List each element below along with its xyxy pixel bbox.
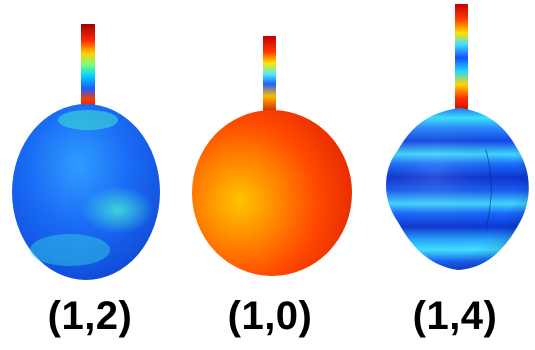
sphere-body-2	[192, 110, 352, 276]
mode-label-1-0: (1,0)	[227, 294, 313, 338]
stem-2	[263, 36, 276, 116]
stem-1	[81, 24, 95, 116]
sphere-lower-glow-1	[30, 234, 110, 266]
sphere-seam-3	[485, 149, 492, 231]
sphere-top-glow-1	[58, 110, 118, 130]
mode-shape-1-2	[12, 24, 160, 280]
mode-shape-1-4	[386, 4, 529, 270]
mode-label-1-4: (1,4)	[412, 294, 498, 338]
sphere-highlight-1	[82, 186, 154, 234]
mode-label-1-2: (1,2)	[47, 294, 133, 338]
sphere-body-1	[12, 104, 160, 280]
stem-3	[455, 4, 468, 116]
mode-shape-1-0	[192, 36, 352, 276]
sphere-shade-3	[386, 108, 529, 270]
